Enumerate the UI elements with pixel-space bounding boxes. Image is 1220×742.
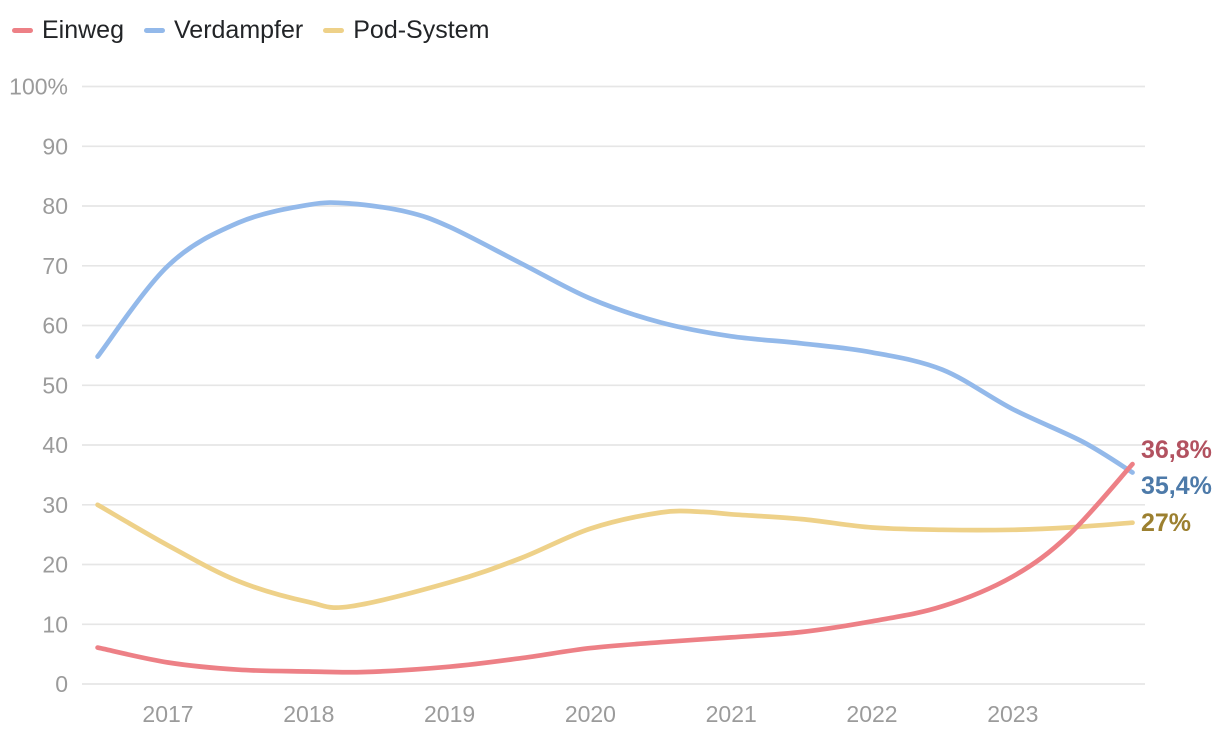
- series-line-verdampfer: [95, 200, 1135, 475]
- x-tick-label: 2023: [987, 701, 1038, 727]
- legend: Einweg Verdampfer Pod-System: [12, 14, 489, 46]
- series-line-pod-system: [95, 502, 1135, 610]
- y-tick-label: 90: [42, 133, 68, 159]
- y-tick-label: 50: [42, 372, 68, 398]
- x-tick-label: 2017: [142, 701, 193, 727]
- legend-item-einweg: Einweg: [12, 14, 124, 46]
- x-tick-label: 2021: [706, 701, 757, 727]
- x-tick-label: 2019: [424, 701, 475, 727]
- series-line-einweg: [95, 461, 1135, 675]
- y-tick-label: 80: [42, 193, 68, 219]
- end-value-label-pod-system: 27%: [1141, 508, 1192, 537]
- legend-swatch-icon: [144, 27, 165, 33]
- legend-item-verdampfer: Verdampfer: [144, 14, 303, 46]
- y-tick-label: 60: [42, 313, 68, 339]
- y-tick-label: 10: [42, 611, 68, 637]
- end-value-label-verdampfer: 35,4%: [1141, 472, 1212, 501]
- x-tick-label: 2018: [283, 701, 334, 727]
- legend-item-pod-system: Pod-System: [323, 14, 489, 46]
- x-tick-label: 2020: [565, 701, 616, 727]
- y-tick-label: 20: [42, 552, 68, 578]
- legend-label-einweg: Einweg: [42, 16, 124, 44]
- y-tick-label: 40: [42, 432, 68, 458]
- legend-swatch-icon: [323, 27, 345, 33]
- x-tick-label: 2022: [846, 701, 897, 727]
- y-tick-label: 100%: [9, 74, 68, 100]
- legend-label-verdampfer: Verdampfer: [174, 16, 304, 44]
- legend-swatch-icon: [12, 27, 33, 33]
- y-tick-label: 70: [42, 253, 68, 279]
- legend-label-pod-system: Pod-System: [353, 16, 490, 44]
- y-tick-label: 30: [42, 492, 68, 518]
- end-value-label-einweg: 36,8%: [1141, 436, 1212, 465]
- y-tick-label: 0: [55, 671, 68, 697]
